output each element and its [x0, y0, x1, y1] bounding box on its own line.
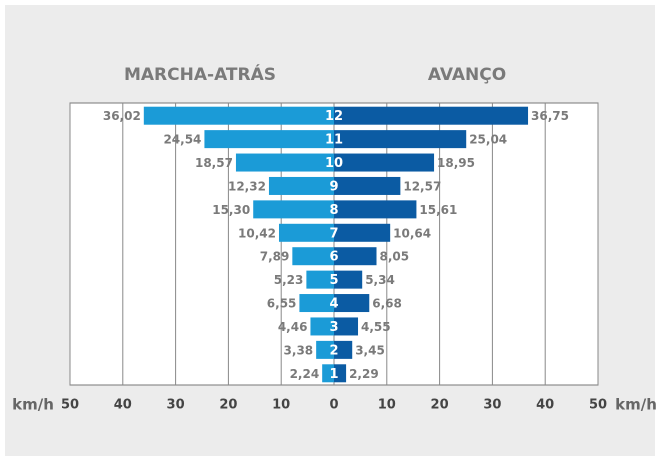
category-label: 5 — [329, 273, 338, 288]
bar — [253, 200, 334, 219]
bar — [268, 176, 334, 195]
category-label: 6 — [329, 250, 338, 265]
x-tick-label: 20 — [219, 398, 237, 413]
bar — [306, 270, 334, 289]
value-label: 25,04 — [469, 133, 507, 147]
bar — [334, 294, 370, 313]
value-label: 6,68 — [372, 297, 402, 311]
category-label: 10 — [325, 156, 343, 171]
value-label: 12,57 — [403, 179, 441, 193]
series-title: AVANÇO — [428, 65, 506, 85]
bar — [299, 294, 334, 313]
bar — [334, 200, 417, 219]
value-label: 5,34 — [365, 273, 395, 287]
value-label: 7,89 — [260, 250, 290, 264]
bar — [334, 153, 435, 172]
value-label: 15,30 — [212, 203, 250, 217]
x-tick-label: 30 — [167, 398, 185, 413]
value-label: 15,61 — [419, 203, 457, 217]
bar — [310, 317, 334, 336]
bar — [316, 340, 334, 359]
bar — [204, 130, 334, 149]
value-label: 12,32 — [228, 179, 266, 193]
x-tick-label: 50 — [589, 398, 607, 413]
bar — [334, 340, 353, 359]
value-label: 18,57 — [195, 156, 233, 170]
x-tick-label: 50 — [61, 398, 79, 413]
x-axis-label: km/h — [12, 396, 54, 414]
bar — [235, 153, 334, 172]
x-tick-label: 40 — [536, 398, 554, 413]
bar — [322, 364, 334, 383]
value-label: 5,23 — [274, 273, 304, 287]
category-label: 7 — [329, 226, 338, 241]
value-label: 10,64 — [393, 226, 431, 240]
x-tick-label: 30 — [483, 398, 501, 413]
category-label: 3 — [329, 320, 338, 335]
bar — [334, 176, 401, 195]
category-label: 4 — [329, 297, 338, 312]
value-label: 4,55 — [361, 320, 391, 334]
bar — [334, 106, 529, 125]
category-label: 9 — [329, 179, 338, 194]
value-label: 36,75 — [531, 109, 569, 123]
x-tick-label: 0 — [329, 398, 338, 413]
x-tick-label: 10 — [272, 398, 290, 413]
value-label: 36,02 — [103, 109, 141, 123]
value-label: 10,42 — [238, 226, 276, 240]
category-label: 12 — [325, 109, 343, 124]
value-label: 6,55 — [267, 297, 297, 311]
x-tick-label: 10 — [378, 398, 396, 413]
bar — [278, 223, 334, 242]
bar — [334, 223, 391, 242]
value-label: 2,24 — [290, 367, 320, 381]
series-title: MARCHA-ATRÁS — [124, 63, 276, 85]
category-label: 1 — [329, 367, 338, 382]
value-label: 18,95 — [437, 156, 475, 170]
bar — [334, 130, 467, 149]
bar — [143, 106, 334, 125]
bar — [292, 247, 334, 266]
value-label: 3,45 — [355, 343, 385, 357]
value-label: 3,38 — [284, 343, 314, 357]
x-tick-label: 20 — [431, 398, 449, 413]
category-label: 11 — [325, 133, 343, 148]
bar — [334, 247, 377, 266]
bar — [334, 364, 347, 383]
value-label: 2,29 — [349, 367, 379, 381]
bar — [334, 317, 359, 336]
category-label: 8 — [329, 203, 338, 218]
value-label: 4,46 — [278, 320, 308, 334]
x-axis-label: km/h — [615, 396, 657, 414]
value-label: 24,54 — [163, 133, 201, 147]
bar — [334, 270, 363, 289]
category-label: 2 — [329, 343, 338, 358]
x-tick-label: 40 — [114, 398, 132, 413]
value-label: 8,05 — [380, 250, 410, 264]
